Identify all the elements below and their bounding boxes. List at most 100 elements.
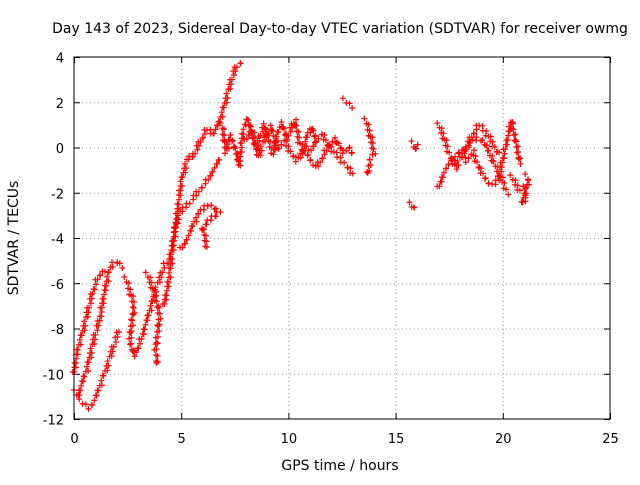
data-point bbox=[510, 132, 517, 139]
data-point bbox=[178, 174, 185, 181]
data-point bbox=[83, 363, 90, 370]
x-tick-label: 20 bbox=[495, 432, 512, 447]
data-point bbox=[179, 182, 186, 189]
data-point bbox=[440, 130, 447, 137]
data-point bbox=[513, 149, 520, 156]
data-point bbox=[99, 372, 106, 379]
data-point bbox=[310, 143, 317, 150]
data-point bbox=[312, 132, 319, 139]
data-point bbox=[164, 278, 171, 285]
data-point bbox=[104, 358, 111, 365]
data-point bbox=[366, 127, 373, 134]
data-point bbox=[205, 176, 212, 183]
data-point bbox=[455, 162, 462, 169]
data-point bbox=[522, 185, 529, 192]
y-tick-label: -8 bbox=[51, 323, 64, 338]
data-point bbox=[315, 135, 322, 142]
data-point bbox=[440, 169, 447, 176]
y-tick-label: 0 bbox=[56, 142, 64, 157]
data-point bbox=[335, 140, 342, 147]
data-point bbox=[81, 318, 88, 325]
data-point bbox=[499, 174, 506, 181]
data-point bbox=[365, 121, 372, 128]
data-point bbox=[443, 137, 450, 144]
x-tick-label: 10 bbox=[281, 432, 298, 447]
data-point bbox=[82, 401, 89, 408]
data-point bbox=[287, 148, 294, 155]
data-point bbox=[258, 147, 265, 154]
data-point bbox=[302, 134, 309, 141]
data-points bbox=[69, 60, 533, 412]
data-point bbox=[183, 236, 190, 243]
data-point bbox=[272, 139, 279, 146]
data-point bbox=[200, 226, 207, 233]
data-point bbox=[192, 150, 199, 157]
data-point bbox=[209, 168, 216, 175]
data-point bbox=[202, 221, 209, 228]
data-point bbox=[99, 382, 105, 389]
data-point bbox=[438, 174, 445, 181]
data-point bbox=[109, 263, 116, 270]
data-point bbox=[218, 109, 225, 116]
data-point bbox=[222, 150, 229, 157]
data-point bbox=[129, 348, 136, 355]
data-point bbox=[319, 155, 326, 162]
data-point bbox=[168, 238, 175, 245]
data-point bbox=[361, 115, 368, 122]
data-point bbox=[94, 327, 101, 334]
data-point bbox=[194, 146, 201, 153]
data-point bbox=[126, 341, 133, 348]
data-point bbox=[219, 113, 226, 120]
data-point bbox=[155, 316, 162, 323]
data-point bbox=[99, 295, 106, 302]
data-point bbox=[436, 183, 443, 190]
data-point bbox=[129, 304, 136, 311]
data-point bbox=[346, 100, 353, 107]
data-point bbox=[339, 146, 346, 153]
data-point bbox=[223, 99, 230, 106]
data-point bbox=[138, 335, 145, 342]
data-point bbox=[341, 159, 348, 166]
data-point bbox=[278, 141, 285, 148]
data-point bbox=[85, 368, 92, 375]
data-point bbox=[92, 331, 99, 338]
data-point bbox=[133, 349, 140, 356]
data-point bbox=[292, 123, 299, 130]
data-point bbox=[523, 190, 530, 197]
data-point bbox=[240, 126, 247, 133]
data-point bbox=[84, 359, 91, 366]
data-point bbox=[499, 155, 506, 162]
data-point bbox=[507, 172, 514, 179]
data-point bbox=[186, 153, 193, 160]
data-point bbox=[257, 143, 264, 150]
data-point bbox=[346, 144, 353, 151]
data-point bbox=[153, 359, 160, 366]
data-point bbox=[89, 290, 96, 297]
data-point bbox=[489, 152, 496, 159]
data-point bbox=[450, 156, 457, 163]
data-point bbox=[501, 150, 508, 157]
data-point bbox=[77, 341, 84, 348]
y-tick-label: -10 bbox=[43, 368, 64, 383]
data-point bbox=[470, 130, 477, 137]
x-axis-label: GPS time / hours bbox=[281, 458, 398, 474]
data-point bbox=[339, 95, 346, 102]
data-point bbox=[510, 126, 517, 133]
series-track-r bbox=[455, 119, 524, 188]
data-point bbox=[273, 139, 280, 146]
data-point bbox=[130, 304, 137, 311]
data-point bbox=[230, 72, 237, 79]
data-point bbox=[512, 131, 519, 138]
data-point bbox=[465, 155, 472, 162]
data-point bbox=[472, 153, 479, 160]
data-point bbox=[134, 345, 141, 352]
data-point bbox=[212, 126, 219, 133]
data-point bbox=[229, 137, 236, 144]
data-point bbox=[153, 292, 160, 299]
data-point bbox=[185, 232, 192, 239]
data-point bbox=[482, 175, 489, 182]
data-point bbox=[151, 286, 158, 293]
data-point bbox=[229, 138, 236, 145]
data-point bbox=[237, 148, 244, 155]
